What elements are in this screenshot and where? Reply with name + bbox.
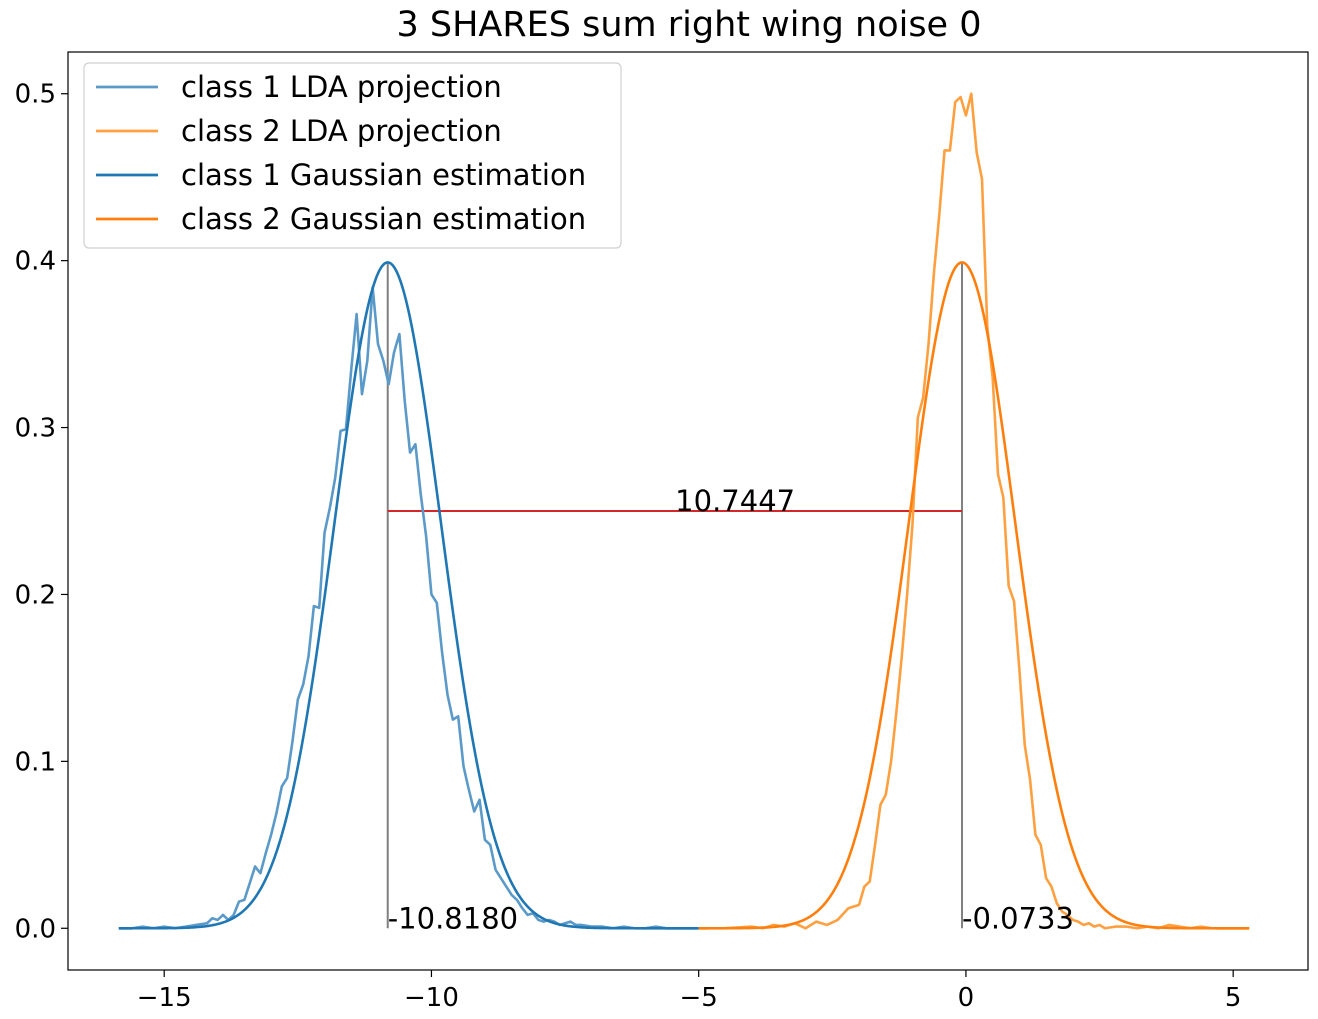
y-tick-label: 0.4 <box>15 247 56 277</box>
annotation-label: -0.0733 <box>962 901 1074 935</box>
legend-box <box>83 62 622 249</box>
x-tick-label: −15 <box>137 983 192 1013</box>
plot-area: -10.8180 -0.0733 10.7447 <box>118 92 1250 935</box>
annotation-label: 10.7447 <box>675 484 795 518</box>
axes: −15 −10 −5 0 5 0.0 0.1 0.2 0.3 0.4 0.5 <box>15 51 1309 1013</box>
legend: class 1 LDA projection class 2 LDA projec… <box>83 62 622 249</box>
legend-label: class 2 LDA projection <box>181 114 502 148</box>
x-tick-label: 0 <box>958 983 975 1013</box>
axes-frame <box>67 51 1309 971</box>
chart-title: 3 SHARES sum right wing noise 0 <box>396 5 981 45</box>
y-tick-label: 0.1 <box>15 747 56 777</box>
class-1-lda-projection-line <box>118 286 699 930</box>
annotation-label: -10.8180 <box>388 901 518 935</box>
y-tick-label: 0.0 <box>15 914 56 944</box>
legend-label: class 1 Gaussian estimation <box>181 158 586 192</box>
class-2-gaussian-estimation-line <box>698 261 1250 930</box>
x-tick-label: −10 <box>404 983 459 1013</box>
x-tick-label: −5 <box>680 983 718 1013</box>
y-tick-label: 0.2 <box>15 580 56 610</box>
class-2-lda-projection-line <box>698 92 1250 930</box>
legend-label: class 2 Gaussian estimation <box>181 202 586 236</box>
y-tick-label: 0.5 <box>15 80 56 110</box>
y-tick-label: 0.3 <box>15 414 56 444</box>
legend-label: class 1 LDA projection <box>181 70 502 104</box>
x-tick-label: 5 <box>1225 983 1242 1013</box>
class-1-gaussian-estimation-line <box>118 261 699 930</box>
